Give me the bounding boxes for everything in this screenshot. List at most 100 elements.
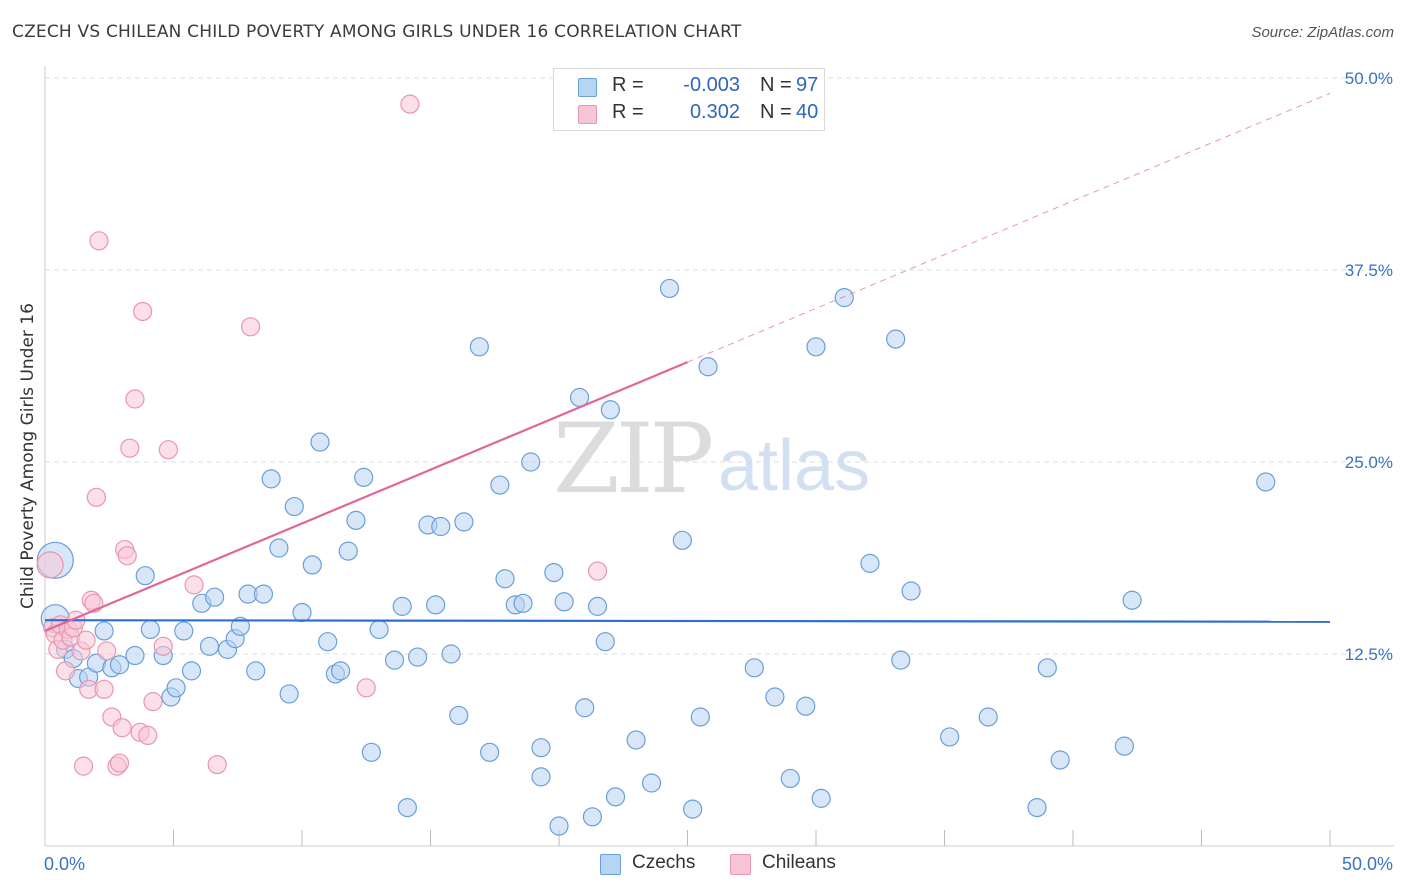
czech-r-value: -0.003 bbox=[683, 74, 740, 96]
czech-point bbox=[806, 337, 826, 357]
czech-point bbox=[199, 636, 220, 656]
chilean-point bbox=[94, 679, 114, 699]
czech-point bbox=[834, 288, 854, 308]
chilean-point bbox=[117, 546, 137, 566]
chilean-point bbox=[207, 754, 227, 775]
czech-point bbox=[595, 632, 615, 652]
czech-point bbox=[338, 541, 358, 561]
trend-lines bbox=[44, 92, 1331, 632]
correlation-legend: R = -0.003 N = 97 R = 0.302 N = 40 bbox=[553, 68, 825, 131]
czech-point bbox=[490, 475, 510, 495]
czech-point bbox=[310, 432, 330, 452]
czech-point bbox=[284, 496, 304, 517]
czech-point bbox=[891, 650, 911, 670]
chilean-legend-label: Chileans bbox=[762, 852, 836, 873]
czech-point bbox=[292, 602, 312, 623]
czech-point bbox=[426, 595, 446, 615]
chilean-point bbox=[158, 440, 178, 460]
czech-point bbox=[811, 788, 831, 808]
czech-point bbox=[495, 569, 515, 589]
czech-n-label: N = bbox=[760, 74, 792, 96]
czech-n-value: 97 bbox=[796, 74, 819, 96]
y-tick-label: 25.0% bbox=[1345, 453, 1393, 472]
chilean-n-value: 40 bbox=[796, 101, 819, 123]
czech-point bbox=[94, 621, 114, 641]
czech-point bbox=[587, 596, 608, 616]
y-tick-label: 37.5% bbox=[1345, 261, 1393, 280]
chilean-point bbox=[133, 301, 153, 322]
czech-point bbox=[480, 742, 500, 762]
czech-legend-label: Czechs bbox=[632, 852, 696, 873]
chilean-point bbox=[400, 94, 420, 114]
czech-point bbox=[698, 357, 718, 377]
czech-point bbox=[672, 530, 692, 550]
chilean-point bbox=[356, 678, 376, 698]
czech-point bbox=[549, 816, 569, 836]
czech-point bbox=[441, 644, 461, 664]
chilean-legend-swatch bbox=[730, 854, 751, 875]
chilean-point bbox=[153, 636, 173, 656]
czech-point bbox=[330, 661, 351, 681]
chilean-point bbox=[109, 753, 130, 773]
czech-point bbox=[205, 587, 225, 607]
czech-point bbox=[454, 512, 474, 532]
czech-point bbox=[641, 773, 662, 793]
czech-point bbox=[369, 619, 389, 640]
czech-point bbox=[886, 329, 906, 349]
czech-point bbox=[978, 707, 998, 727]
czech-point bbox=[765, 687, 785, 707]
czech-r-label: R = bbox=[612, 74, 644, 96]
czech-point bbox=[166, 678, 186, 698]
chilean-trend-extension bbox=[687, 92, 1331, 363]
czech-point bbox=[261, 469, 281, 489]
czech-point bbox=[302, 555, 322, 575]
y-axis-label: Child Poverty Among Girls Under 16 bbox=[18, 303, 38, 609]
chart-title: CZECH VS CHILEAN CHILD POVERTY AMONG GIR… bbox=[12, 22, 742, 42]
czech-point bbox=[521, 452, 541, 472]
czech-point bbox=[431, 516, 451, 537]
czech-point bbox=[253, 584, 274, 604]
czech-point bbox=[1050, 750, 1070, 770]
czech-point bbox=[575, 698, 595, 718]
chilean-point bbox=[36, 551, 64, 579]
czech-point bbox=[605, 787, 626, 807]
czech-point bbox=[230, 616, 250, 636]
czech-point bbox=[1122, 590, 1142, 610]
watermark-zip: ZIP bbox=[553, 403, 712, 515]
czech-point bbox=[659, 278, 680, 299]
czech-point bbox=[109, 655, 130, 675]
czech-points bbox=[36, 278, 1276, 836]
chilean-point bbox=[587, 561, 608, 581]
czech-point bbox=[690, 707, 710, 727]
czech-point bbox=[361, 742, 381, 762]
czech-point bbox=[531, 738, 551, 758]
x-tick-max: 50.0% bbox=[1342, 854, 1393, 874]
czech-swatch bbox=[578, 78, 597, 97]
czech-point bbox=[780, 768, 800, 789]
czech-point bbox=[582, 807, 603, 827]
czech-point bbox=[860, 553, 880, 573]
chilean-point bbox=[125, 389, 145, 409]
czech-point bbox=[318, 632, 338, 652]
czech-point bbox=[408, 647, 428, 667]
grid-lines bbox=[45, 77, 1394, 655]
chilean-point bbox=[89, 231, 109, 251]
czech-point bbox=[135, 566, 155, 586]
tick-labels: 12.5% 25.0% 37.5% 50.0% bbox=[1345, 69, 1393, 664]
czech-point bbox=[1037, 658, 1057, 678]
czech-point bbox=[513, 593, 533, 613]
x-tick-min: 0.0% bbox=[44, 854, 85, 874]
czech-point bbox=[901, 581, 921, 601]
czech-point bbox=[1114, 736, 1135, 756]
chilean-point bbox=[97, 641, 117, 661]
czech-point bbox=[940, 727, 960, 747]
chilean-point bbox=[73, 756, 94, 776]
czech-trend-line bbox=[44, 619, 1331, 623]
czech-point bbox=[600, 400, 621, 420]
chilean-point bbox=[86, 487, 107, 507]
czech-point bbox=[174, 621, 194, 641]
czech-point bbox=[346, 510, 366, 530]
czech-point bbox=[269, 538, 289, 558]
czech-point bbox=[354, 467, 374, 487]
chilean-swatch bbox=[578, 105, 597, 124]
